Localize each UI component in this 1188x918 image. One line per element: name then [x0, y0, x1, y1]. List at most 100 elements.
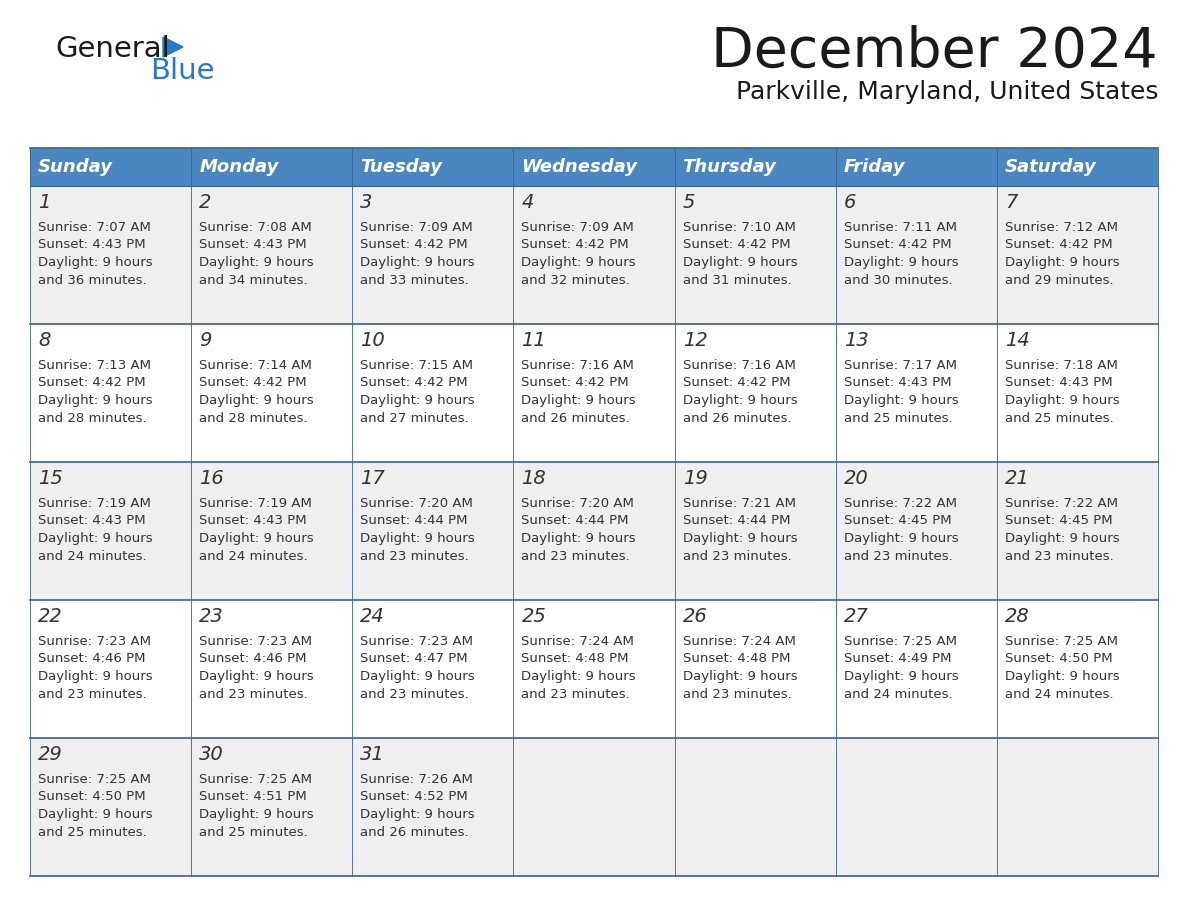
Text: Daylight: 9 hours: Daylight: 9 hours	[360, 394, 475, 407]
Bar	[675, 324, 835, 462]
Bar	[353, 462, 513, 600]
Text: Daylight: 9 hours: Daylight: 9 hours	[360, 670, 475, 683]
Text: Sunset: 4:46 PM: Sunset: 4:46 PM	[200, 653, 307, 666]
Text: Daylight: 9 hours: Daylight: 9 hours	[683, 256, 797, 269]
Bar	[675, 738, 835, 876]
Text: Daylight: 9 hours: Daylight: 9 hours	[360, 532, 475, 545]
Text: and 36 minutes.: and 36 minutes.	[38, 274, 146, 286]
Text: Daylight: 9 hours: Daylight: 9 hours	[843, 256, 959, 269]
Bar	[513, 600, 675, 738]
Text: Sunset: 4:52 PM: Sunset: 4:52 PM	[360, 790, 468, 803]
Text: Sunrise: 7:08 AM: Sunrise: 7:08 AM	[200, 221, 312, 234]
Text: Sunrise: 7:09 AM: Sunrise: 7:09 AM	[360, 221, 473, 234]
Bar	[835, 148, 997, 186]
Text: Sunset: 4:42 PM: Sunset: 4:42 PM	[360, 376, 468, 389]
Text: Daylight: 9 hours: Daylight: 9 hours	[38, 670, 152, 683]
Text: and 24 minutes.: and 24 minutes.	[843, 688, 953, 700]
Bar	[513, 462, 675, 600]
Text: Sunrise: 7:15 AM: Sunrise: 7:15 AM	[360, 359, 473, 372]
Text: 12: 12	[683, 331, 707, 350]
Text: Sunset: 4:43 PM: Sunset: 4:43 PM	[843, 376, 952, 389]
Text: Sunrise: 7:19 AM: Sunrise: 7:19 AM	[38, 497, 151, 510]
Bar	[997, 324, 1158, 462]
Text: Sunrise: 7:26 AM: Sunrise: 7:26 AM	[360, 773, 473, 786]
Bar	[835, 462, 997, 600]
Bar	[30, 148, 191, 186]
Text: Sunset: 4:46 PM: Sunset: 4:46 PM	[38, 653, 145, 666]
Text: Sunrise: 7:13 AM: Sunrise: 7:13 AM	[38, 359, 151, 372]
Text: 8: 8	[38, 331, 50, 350]
Text: Sunrise: 7:24 AM: Sunrise: 7:24 AM	[683, 635, 796, 648]
Text: and 26 minutes.: and 26 minutes.	[522, 411, 630, 424]
Text: Daylight: 9 hours: Daylight: 9 hours	[360, 256, 475, 269]
Text: Sunrise: 7:16 AM: Sunrise: 7:16 AM	[683, 359, 796, 372]
Text: and 23 minutes.: and 23 minutes.	[683, 688, 791, 700]
Text: and 26 minutes.: and 26 minutes.	[360, 825, 469, 838]
Text: Daylight: 9 hours: Daylight: 9 hours	[38, 808, 152, 821]
Text: 3: 3	[360, 193, 373, 212]
Text: 31: 31	[360, 745, 385, 764]
Bar	[675, 148, 835, 186]
Text: 19: 19	[683, 469, 707, 488]
Bar	[353, 324, 513, 462]
Bar	[191, 186, 353, 324]
Text: and 24 minutes.: and 24 minutes.	[1005, 688, 1113, 700]
Text: Sunset: 4:43 PM: Sunset: 4:43 PM	[38, 239, 146, 252]
Text: Sunrise: 7:18 AM: Sunrise: 7:18 AM	[1005, 359, 1118, 372]
Text: Sunrise: 7:23 AM: Sunrise: 7:23 AM	[38, 635, 151, 648]
Text: 11: 11	[522, 331, 546, 350]
Text: Daylight: 9 hours: Daylight: 9 hours	[1005, 532, 1119, 545]
Bar	[997, 186, 1158, 324]
Text: Sunrise: 7:20 AM: Sunrise: 7:20 AM	[522, 497, 634, 510]
Text: Daylight: 9 hours: Daylight: 9 hours	[683, 532, 797, 545]
Text: Daylight: 9 hours: Daylight: 9 hours	[200, 394, 314, 407]
Bar	[191, 738, 353, 876]
Bar	[30, 462, 191, 600]
Text: Daylight: 9 hours: Daylight: 9 hours	[843, 532, 959, 545]
Text: and 25 minutes.: and 25 minutes.	[1005, 411, 1113, 424]
Text: Daylight: 9 hours: Daylight: 9 hours	[522, 532, 636, 545]
Text: Parkville, Maryland, United States: Parkville, Maryland, United States	[735, 80, 1158, 104]
Bar	[997, 148, 1158, 186]
Text: Daylight: 9 hours: Daylight: 9 hours	[200, 256, 314, 269]
Text: 30: 30	[200, 745, 223, 764]
Text: and 32 minutes.: and 32 minutes.	[522, 274, 630, 286]
Text: General: General	[55, 35, 170, 63]
Text: 2: 2	[200, 193, 211, 212]
Text: Sunset: 4:48 PM: Sunset: 4:48 PM	[683, 653, 790, 666]
Text: Sunset: 4:50 PM: Sunset: 4:50 PM	[1005, 653, 1112, 666]
Bar	[191, 148, 353, 186]
Text: Sunset: 4:45 PM: Sunset: 4:45 PM	[843, 514, 952, 528]
Text: Sunset: 4:51 PM: Sunset: 4:51 PM	[200, 790, 307, 803]
Text: Sunrise: 7:23 AM: Sunrise: 7:23 AM	[200, 635, 312, 648]
Text: Sunrise: 7:16 AM: Sunrise: 7:16 AM	[522, 359, 634, 372]
Text: Daylight: 9 hours: Daylight: 9 hours	[38, 256, 152, 269]
Bar	[30, 600, 191, 738]
Text: Sunset: 4:42 PM: Sunset: 4:42 PM	[683, 376, 790, 389]
Text: and 23 minutes.: and 23 minutes.	[200, 688, 308, 700]
Bar	[30, 738, 191, 876]
Text: Sunrise: 7:25 AM: Sunrise: 7:25 AM	[200, 773, 312, 786]
Bar	[513, 738, 675, 876]
Text: 4: 4	[522, 193, 533, 212]
Text: Tuesday: Tuesday	[360, 158, 442, 176]
Text: and 30 minutes.: and 30 minutes.	[843, 274, 953, 286]
Text: Sunrise: 7:21 AM: Sunrise: 7:21 AM	[683, 497, 796, 510]
Text: Sunset: 4:44 PM: Sunset: 4:44 PM	[522, 514, 628, 528]
Text: Sunset: 4:44 PM: Sunset: 4:44 PM	[360, 514, 468, 528]
Text: and 34 minutes.: and 34 minutes.	[200, 274, 308, 286]
Text: and 23 minutes.: and 23 minutes.	[38, 688, 147, 700]
Text: 28: 28	[1005, 607, 1030, 626]
Text: 10: 10	[360, 331, 385, 350]
Text: Sunrise: 7:23 AM: Sunrise: 7:23 AM	[360, 635, 473, 648]
Bar	[30, 186, 191, 324]
Text: and 28 minutes.: and 28 minutes.	[200, 411, 308, 424]
Text: 23: 23	[200, 607, 223, 626]
Polygon shape	[163, 37, 183, 57]
Text: 16: 16	[200, 469, 223, 488]
Text: Daylight: 9 hours: Daylight: 9 hours	[843, 394, 959, 407]
Text: Sunset: 4:43 PM: Sunset: 4:43 PM	[38, 514, 146, 528]
Text: Daylight: 9 hours: Daylight: 9 hours	[522, 256, 636, 269]
Bar	[353, 148, 513, 186]
Bar	[191, 600, 353, 738]
